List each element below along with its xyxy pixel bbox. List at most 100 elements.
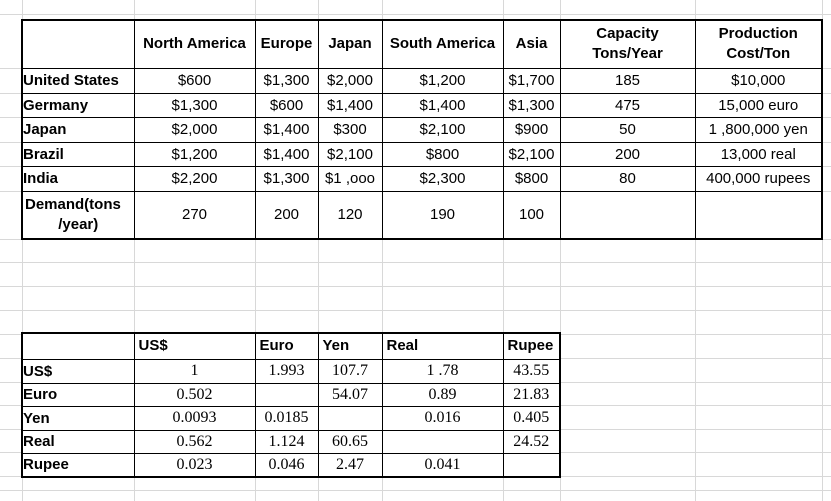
cell[interactable]: 54.07 (317, 382, 383, 407)
cell[interactable]: 0.0093 (133, 405, 256, 431)
row-header[interactable]: US$ (21, 358, 135, 384)
corner-cell[interactable] (21, 19, 135, 69)
cell[interactable]: 21.83 (502, 382, 561, 407)
cell[interactable]: 43.55 (502, 358, 561, 384)
cell[interactable]: $2,200 (133, 165, 256, 192)
cell[interactable]: $10,000 (694, 67, 823, 94)
cell[interactable]: $1,200 (133, 141, 256, 167)
cell[interactable]: $2,000 (317, 67, 383, 94)
row-header[interactable]: Brazil (21, 141, 135, 167)
cell[interactable]: 475 (559, 92, 696, 118)
gridline (0, 286, 831, 287)
cell[interactable]: 50 (559, 116, 696, 143)
cell[interactable]: 0.562 (133, 429, 256, 454)
cell[interactable]: 200 (559, 141, 696, 167)
cell[interactable]: 60.65 (317, 429, 383, 454)
cell[interactable] (254, 382, 319, 407)
cell[interactable]: $1,300 (133, 92, 256, 118)
cell[interactable]: $2,300 (381, 165, 504, 192)
column-header[interactable]: Euro (254, 332, 319, 360)
gridline (255, 0, 256, 501)
cell[interactable]: 1.124 (254, 429, 319, 454)
cell[interactable] (317, 405, 383, 431)
cell[interactable]: 0.89 (381, 382, 504, 407)
column-header[interactable]: North America (133, 19, 256, 69)
cell[interactable]: 120 (317, 190, 383, 240)
cell[interactable]: 15,000 euro (694, 92, 823, 118)
cell[interactable]: $1,400 (254, 116, 319, 143)
column-header[interactable]: Real (381, 332, 504, 360)
column-header[interactable]: Production Cost/Ton (694, 19, 823, 69)
column-header[interactable]: US$ (133, 332, 256, 360)
cell[interactable]: 400,000 rupees (694, 165, 823, 192)
corner-cell[interactable] (21, 332, 135, 360)
row-header[interactable]: United States (21, 67, 135, 94)
exchange-rate-table: US$ Euro Yen Real Rupee US$ 1 1.993 107.7 1 .78 43… (21, 332, 561, 478)
column-header[interactable]: South America (381, 19, 504, 69)
cell[interactable]: 1.993 (254, 358, 319, 384)
column-header[interactable]: Yen (317, 332, 383, 360)
cell[interactable]: 80 (559, 165, 696, 192)
cell[interactable]: $2,100 (502, 141, 561, 167)
row-header[interactable]: Japan (21, 116, 135, 143)
cell[interactable]: $900 (502, 116, 561, 143)
column-header[interactable]: Europe (254, 19, 319, 69)
cell[interactable]: $1,400 (381, 92, 504, 118)
cell[interactable]: 190 (381, 190, 504, 240)
cell[interactable]: 1 (133, 358, 256, 384)
row-header[interactable]: India (21, 165, 135, 192)
cell[interactable]: $1,300 (254, 165, 319, 192)
row-header[interactable]: Germany (21, 92, 135, 118)
cell[interactable]: 13,000 real (694, 141, 823, 167)
cell[interactable] (502, 452, 561, 478)
row-header[interactable]: Yen (21, 405, 135, 431)
cell[interactable] (559, 190, 696, 240)
cell[interactable]: $1,300 (254, 67, 319, 94)
row-header[interactable]: Euro (21, 382, 135, 407)
cell[interactable]: $600 (133, 67, 256, 94)
cell[interactable]: $1 ,ooo (317, 165, 383, 192)
cell[interactable]: $800 (502, 165, 561, 192)
cell[interactable]: $1,300 (502, 92, 561, 118)
cell[interactable]: 107.7 (317, 358, 383, 384)
cell[interactable]: $1,400 (317, 92, 383, 118)
column-header[interactable]: Japan (317, 19, 383, 69)
cell[interactable]: 1 ,800,000 yen (694, 116, 823, 143)
gridline (318, 0, 319, 501)
gridline (0, 310, 831, 311)
cell[interactable]: $2,100 (381, 116, 504, 143)
cell[interactable]: $800 (381, 141, 504, 167)
cell[interactable]: 0.016 (381, 405, 504, 431)
cell[interactable]: 24.52 (502, 429, 561, 454)
cell[interactable]: 0.023 (133, 452, 256, 478)
cell[interactable]: 0.041 (381, 452, 504, 478)
row-header[interactable]: Rupee (21, 452, 135, 478)
cell[interactable]: $1,200 (381, 67, 504, 94)
row-header[interactable]: Demand(tons/year) (21, 190, 135, 240)
gridline (560, 0, 561, 501)
column-header[interactable]: Asia (502, 19, 561, 69)
column-header[interactable]: Rupee (502, 332, 561, 360)
column-header[interactable]: Capacity Tons/Year (559, 19, 696, 69)
cell[interactable]: $600 (254, 92, 319, 118)
cell[interactable]: 270 (133, 190, 256, 240)
cell[interactable]: 200 (254, 190, 319, 240)
cell[interactable]: $2,000 (133, 116, 256, 143)
cell[interactable]: 100 (502, 190, 561, 240)
gridline (382, 0, 383, 501)
cell[interactable]: 0.0185 (254, 405, 319, 431)
cell[interactable]: $1,400 (254, 141, 319, 167)
cell[interactable]: $1,700 (502, 67, 561, 94)
cell[interactable]: 2.47 (317, 452, 383, 478)
cell[interactable]: 0.046 (254, 452, 319, 478)
cell[interactable] (694, 190, 823, 240)
gridline (134, 0, 135, 501)
cell[interactable]: 0.405 (502, 405, 561, 431)
cell[interactable]: $300 (317, 116, 383, 143)
cell[interactable]: 1 .78 (381, 358, 504, 384)
row-header[interactable]: Real (21, 429, 135, 454)
cell[interactable]: $2,100 (317, 141, 383, 167)
cell[interactable] (381, 429, 504, 454)
cell[interactable]: 0.502 (133, 382, 256, 407)
cell[interactable]: 185 (559, 67, 696, 94)
